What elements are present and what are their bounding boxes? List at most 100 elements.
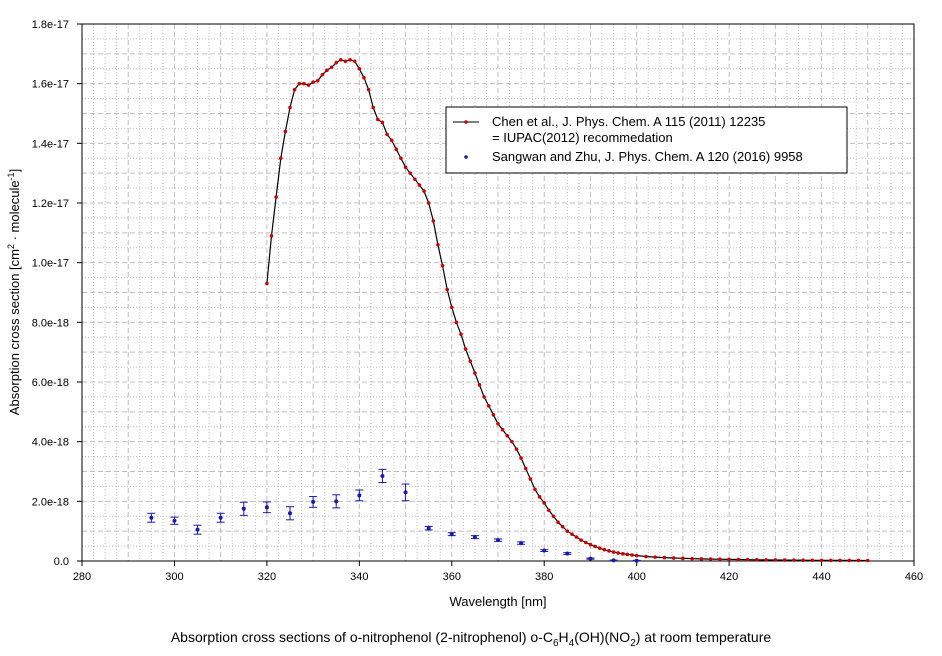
sangwan-point: [449, 532, 454, 537]
chen-point: [625, 552, 630, 557]
chen-point: [343, 59, 348, 64]
x-tick-label: 340: [350, 571, 368, 583]
chen-point: [542, 501, 547, 505]
chen-point: [865, 558, 870, 563]
chen-point: [329, 65, 334, 70]
chen-point: [311, 80, 315, 84]
x-tick-label: 400: [627, 571, 645, 583]
x-tick-label: 460: [905, 571, 923, 583]
sangwan-point: [195, 527, 200, 532]
chen-point: [537, 495, 542, 499]
chen-point: [274, 195, 278, 199]
x-tick-label: 420: [720, 571, 738, 583]
sangwan-point: [542, 548, 547, 553]
chen-point: [371, 105, 376, 110]
sangwan-point: [472, 535, 477, 540]
chen-point: [306, 83, 311, 87]
sangwan-point: [264, 505, 269, 510]
sangwan-point: [311, 499, 316, 504]
chen-point: [399, 156, 403, 161]
chen-point: [385, 132, 389, 137]
chen-point: [505, 433, 510, 438]
sangwan-point: [426, 526, 431, 531]
legend: Chen et al., J. Phys. Chem. A 115 (2011)…: [445, 106, 848, 174]
chen-point: [621, 552, 625, 556]
series-sangwan: [147, 468, 641, 563]
chen-point: [801, 558, 805, 562]
chen-point: [463, 347, 468, 351]
chen-point: [413, 177, 417, 181]
sangwan-point: [588, 556, 593, 561]
legend-label-sangwan: Sangwan and Zhu, J. Phys. Chem. A 120 (2…: [492, 149, 803, 164]
chen-point: [523, 466, 528, 471]
y-tick-label: 8.0e-18: [32, 317, 69, 329]
chen-point: [597, 546, 602, 550]
sangwan-point: [334, 499, 339, 504]
chen-point: [681, 556, 685, 561]
sangwan-point: [496, 538, 500, 543]
sangwan-point: [357, 493, 362, 498]
chen-point: [431, 219, 436, 223]
plot-frame: [81, 23, 915, 562]
legend-marker-sangwan: [464, 155, 468, 159]
chen-point: [283, 129, 288, 134]
chen-point: [366, 87, 371, 92]
chen-point: [519, 456, 523, 460]
y-axis-title: Absorption cross section [cm2 · molecule…: [6, 169, 22, 415]
chen-point: [403, 165, 408, 169]
chen-point: [278, 156, 283, 161]
chen-point: [727, 557, 731, 562]
y-tick-label: 0.0: [54, 556, 69, 568]
sangwan-point: [380, 473, 385, 478]
chen-point: [408, 171, 412, 175]
chen-point: [394, 147, 399, 152]
chen-point: [376, 117, 380, 122]
chen-point: [634, 553, 639, 558]
chen-point: [477, 383, 482, 387]
chen-point: [745, 557, 750, 562]
x-tick-label: 300: [165, 571, 183, 583]
chen-point: [468, 359, 473, 363]
x-tick-label: 440: [812, 571, 830, 583]
x-tick-label: 380: [535, 571, 553, 583]
sangwan-point: [634, 558, 639, 563]
chen-point: [449, 305, 454, 310]
chen-point: [528, 477, 533, 481]
chen-point: [325, 68, 329, 73]
chen-point: [362, 75, 366, 80]
legend-marker-chen: [464, 120, 468, 124]
legend-label-chen-1: Chen et al., J. Phys. Chem. A 115 (2011)…: [492, 114, 765, 129]
chen-point: [473, 371, 477, 375]
chen-point: [611, 550, 616, 554]
sangwan-point: [172, 518, 177, 523]
chen-point: [810, 558, 815, 563]
x-tick-label: 320: [258, 571, 276, 583]
chen-point: [510, 439, 514, 444]
chen-point: [736, 557, 741, 562]
y-tick-label: 1.0e-17: [32, 258, 69, 270]
chen-point: [856, 558, 861, 563]
chen-point: [320, 72, 325, 77]
chen-point: [565, 529, 570, 533]
chen-point: [584, 540, 588, 545]
chen-point: [357, 66, 362, 71]
chen-point: [459, 332, 463, 337]
chen-point: [426, 201, 431, 205]
chen-point: [486, 404, 491, 408]
y-tick-label: 1.4e-17: [32, 138, 69, 150]
chen-point: [630, 553, 634, 557]
chen-point: [389, 138, 394, 143]
chen-point: [288, 105, 292, 110]
chen-point: [560, 524, 565, 529]
chen-point: [292, 87, 297, 92]
sangwan-point: [565, 551, 570, 556]
chen-point: [593, 544, 597, 549]
chen-line: [266, 59, 868, 562]
chen-point: [764, 558, 768, 562]
chen-point: [574, 535, 579, 539]
chen-point: [616, 551, 620, 555]
chen-point: [269, 234, 274, 238]
chen-point: [297, 81, 302, 86]
legend-label-chen-2: = IUPAC(2012) recommedation: [492, 130, 673, 145]
chen-point: [514, 447, 519, 451]
